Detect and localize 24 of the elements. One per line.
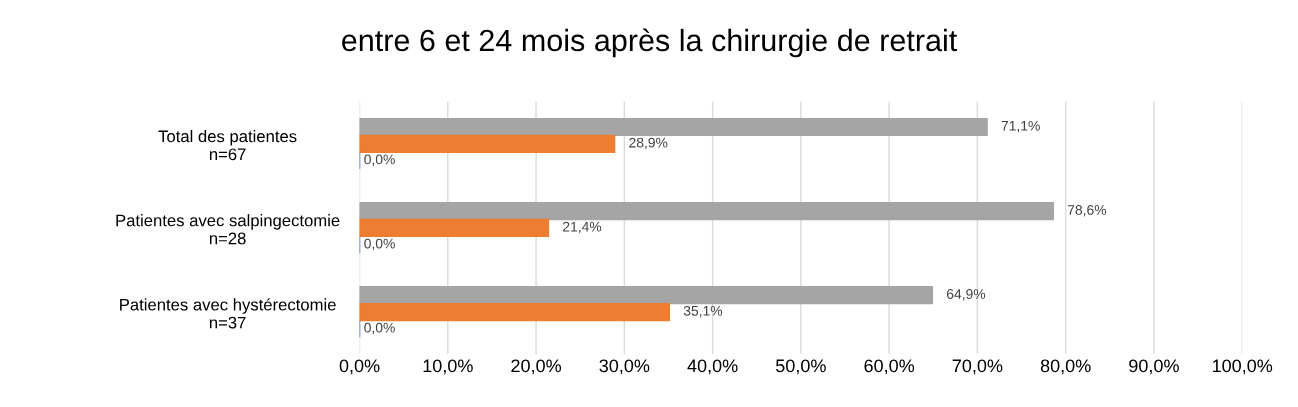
x-tick-label: 100,0% bbox=[1212, 359, 1273, 375]
y-tick-label: Patientes avec salpingectomie n=28 bbox=[116, 214, 340, 245]
data-label: 71,1% bbox=[1001, 120, 1040, 133]
x-tick-label: 60,0% bbox=[864, 359, 915, 375]
x-tick-label: 10,0% bbox=[423, 359, 473, 375]
x-tick-label: 30,0% bbox=[599, 359, 650, 375]
x-tick-label: 40,0% bbox=[687, 359, 738, 375]
data-label: 78,6% bbox=[1067, 204, 1107, 217]
x-tick-label: 90,0% bbox=[1129, 359, 1179, 375]
data-label: 35,1% bbox=[683, 305, 723, 318]
x-tick-label: 70,0% bbox=[952, 359, 1003, 375]
data-label: 0,0% bbox=[364, 322, 395, 335]
y-tick-label: Total des patientes n=67 bbox=[158, 130, 297, 161]
x-tick-label: 20,0% bbox=[511, 359, 562, 375]
x-tick-label: 0,0% bbox=[339, 359, 380, 375]
y-tick-label: Patientes avec hystérectomie n=37 bbox=[120, 298, 336, 329]
chart-title: entre 6 et 24 mois après la chirurgie de retrait bbox=[342, 28, 958, 58]
data-label: 0,0% bbox=[364, 154, 395, 166]
data-label: 21,4% bbox=[563, 221, 602, 234]
data-label: 64,9% bbox=[946, 289, 986, 301]
x-tick-label: 80,0% bbox=[1040, 359, 1091, 375]
data-label: 28,9% bbox=[629, 137, 668, 150]
x-tick-label: 50,0% bbox=[775, 359, 826, 375]
data-label: 0,0% bbox=[364, 238, 395, 251]
